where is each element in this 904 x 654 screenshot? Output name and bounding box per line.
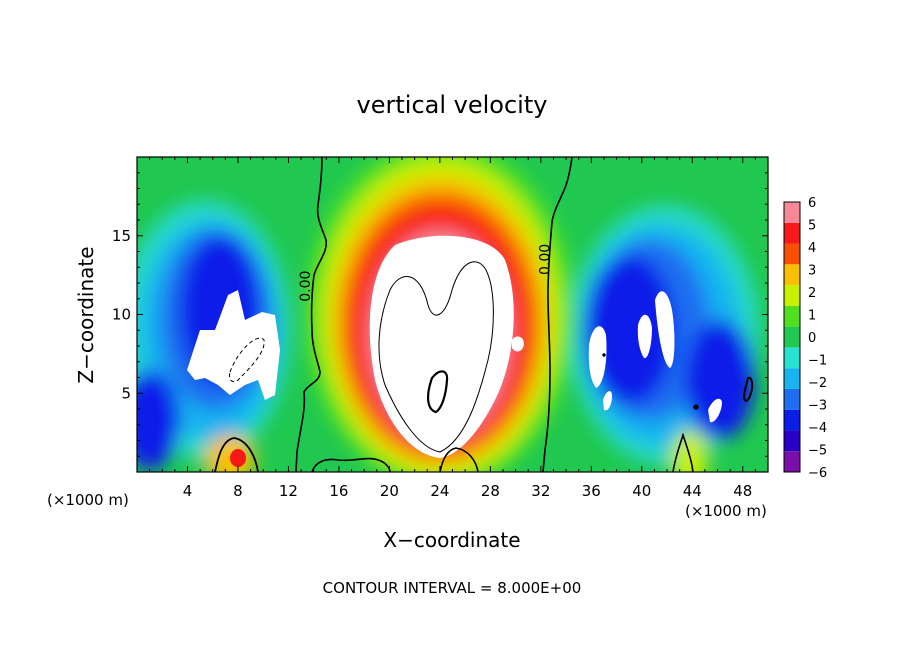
colorbar-swatch <box>784 368 800 389</box>
colorbar-label: −4 <box>808 421 827 436</box>
x-tick-label: 28 <box>481 482 500 500</box>
colorbar-swatch <box>784 222 800 244</box>
colorbar-swatch <box>784 202 800 223</box>
x-tick-label: 48 <box>733 482 752 500</box>
colorbar: −6 −5 −4 −3 −2 −1 0 1 2 3 4 5 6 <box>783 196 827 481</box>
colorbar-label: −2 <box>808 376 827 391</box>
colorbar-swatch <box>784 264 800 286</box>
x-tick-label: 8 <box>233 482 243 500</box>
x-tick-label: 32 <box>531 482 550 500</box>
x-tick-label: 40 <box>632 482 651 500</box>
x-axis-ticks: 4 8 12 16 20 24 28 32 36 40 44 48 <box>149 157 756 500</box>
colorbar-swatch <box>784 243 800 265</box>
colorbar-swatch <box>784 430 800 452</box>
y-tick-label: 5 <box>121 384 131 402</box>
x-tick-label: 36 <box>582 482 601 500</box>
colorbar-swatch <box>784 305 800 327</box>
colorbar-label: −6 <box>808 466 827 481</box>
colorbar-label: 4 <box>808 241 816 256</box>
contour-interval-footer: CONTOUR INTERVAL = 8.000E+00 <box>323 579 582 597</box>
colorbar-label: −5 <box>808 444 827 459</box>
x-axis-label: X−coordinate <box>383 528 520 552</box>
colorbar-frame <box>783 201 801 473</box>
colorbar-label: 0 <box>808 331 816 346</box>
y-axis-ticks: 5 10 15 <box>112 172 768 457</box>
x-tick-label: 4 <box>183 482 193 500</box>
colorbar-swatch <box>784 388 800 410</box>
contour-label: 0.00 <box>538 244 554 275</box>
chart-title: vertical velocity <box>357 91 548 119</box>
colorbar-label: 1 <box>808 309 816 324</box>
contour-label: 0.00 <box>298 271 314 302</box>
colorbar-label: 5 <box>808 219 816 234</box>
velocity-field <box>137 157 768 472</box>
colorbar-label: 6 <box>808 196 816 211</box>
y-tick-label: 15 <box>112 227 131 245</box>
x-tick-label: 20 <box>380 482 399 500</box>
colorbar-swatch <box>784 347 800 369</box>
contour-labels: 0.00 0.00 <box>298 244 554 302</box>
x-tick-label: 24 <box>430 482 449 500</box>
x-unit-right: (×1000 m) <box>685 502 767 520</box>
x-tick-label: 16 <box>329 482 348 500</box>
colorbar-label: 2 <box>808 286 816 301</box>
colorbar-swatch <box>784 326 800 348</box>
colorbar-swatch <box>784 451 800 472</box>
colorbar-swatch <box>784 409 800 431</box>
colorbar-label: −1 <box>808 354 827 369</box>
x-tick-label: 12 <box>279 482 298 500</box>
y-tick-label: 10 <box>112 306 131 324</box>
x-unit-left: (×1000 m) <box>47 491 129 509</box>
colorbar-swatch <box>784 285 800 306</box>
colorbar-label: −3 <box>808 399 827 414</box>
x-tick-label: 44 <box>683 482 702 500</box>
y-axis-label: Z−coordinate <box>74 246 98 383</box>
colorbar-label: 3 <box>808 264 816 279</box>
